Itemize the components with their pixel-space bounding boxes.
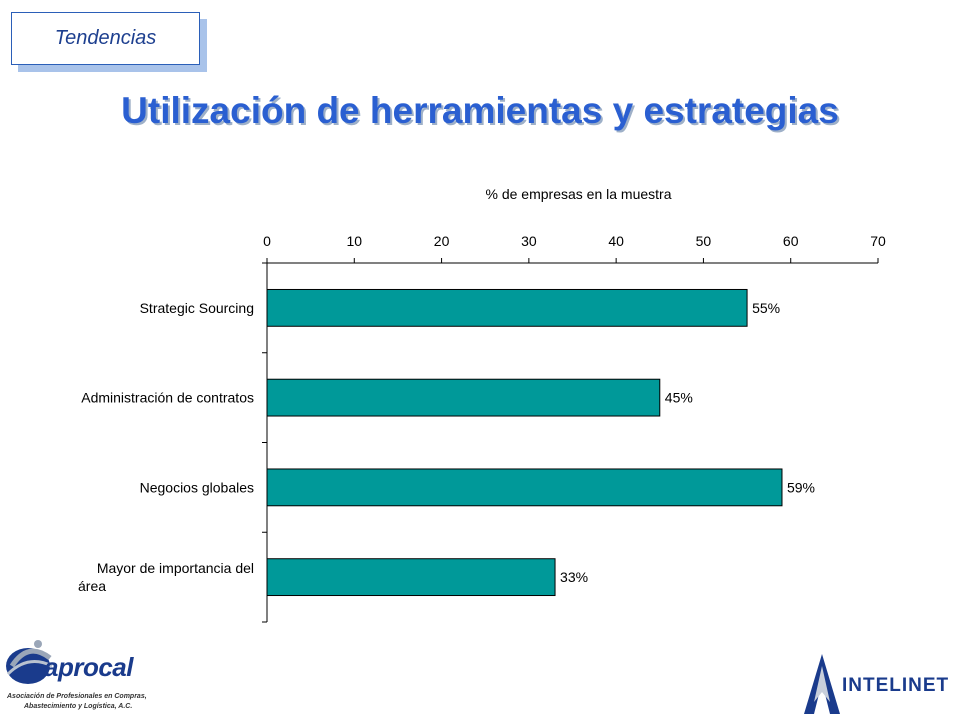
bar-3 xyxy=(266,468,783,507)
section-tag-label: Tendencias xyxy=(54,27,157,49)
category-label-2: Administración de contratos xyxy=(81,390,254,406)
aprocal-logo-subtitle-1: Asociación de Profesionales en Compras, xyxy=(7,693,147,700)
x-tick-label: 0 xyxy=(263,233,271,249)
x-tick-label: 10 xyxy=(346,233,362,249)
data-label-2: 45% xyxy=(665,390,693,406)
intelinet-logo-name: INTELINET xyxy=(842,675,950,696)
x-tick-label: 40 xyxy=(608,233,624,249)
bar-4 xyxy=(266,558,556,597)
category-label-1: Strategic Sourcing xyxy=(140,300,254,316)
intelinet-logo-mark xyxy=(804,654,840,714)
data-label-3: 59% xyxy=(787,479,815,495)
category-label-3: Negocios globales xyxy=(140,479,254,495)
x-tick-label: 50 xyxy=(696,233,712,249)
bar-2 xyxy=(266,378,661,417)
section-tag: Tendencias xyxy=(11,12,200,65)
page-title: Utilización de herramientas y estrategia… xyxy=(121,90,839,131)
x-tick-label: 20 xyxy=(434,233,450,249)
data-label-4: 33% xyxy=(560,569,588,585)
aprocal-logo-name: aprocal xyxy=(44,652,134,682)
category-label-4: área xyxy=(78,578,106,594)
x-axis-title: % de empresas en la muestra xyxy=(486,186,672,202)
bar-1 xyxy=(266,288,748,327)
x-tick-label: 60 xyxy=(783,233,799,249)
data-label-1: 55% xyxy=(752,300,780,316)
category-label-4: Mayor de importancia del xyxy=(97,560,254,576)
aprocal-logo-subtitle-2: Abastecimiento y Logística, A.C. xyxy=(24,703,133,710)
x-tick-label: 30 xyxy=(521,233,537,249)
aprocal-logo-mark xyxy=(6,640,53,684)
x-tick-label: 70 xyxy=(870,233,886,249)
